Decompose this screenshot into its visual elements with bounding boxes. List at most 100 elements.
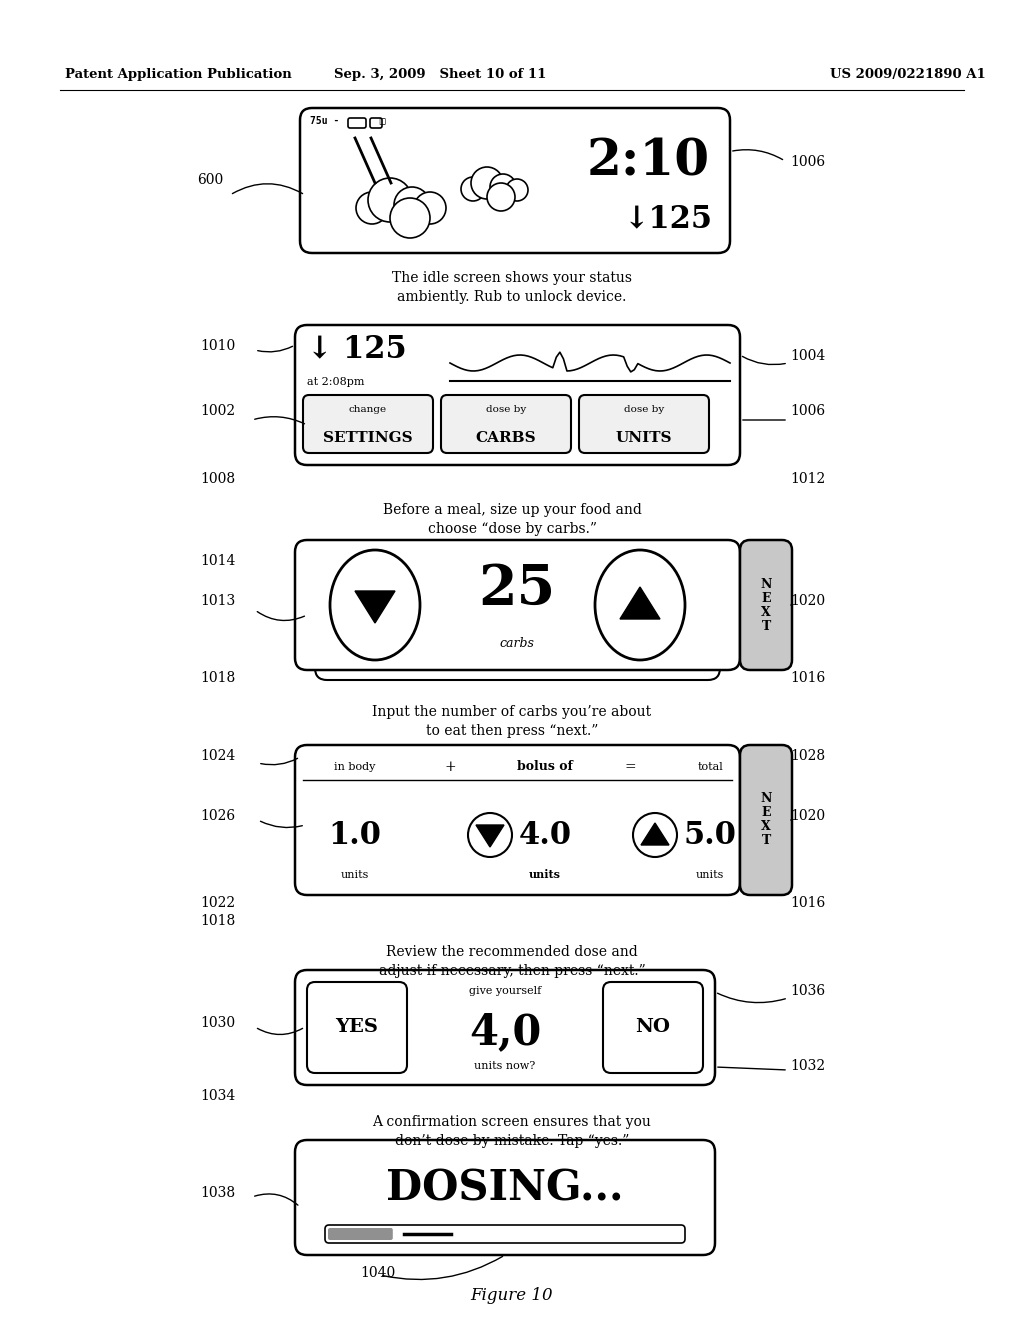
Text: 1030: 1030 (200, 1016, 236, 1030)
FancyBboxPatch shape (325, 1225, 685, 1243)
Polygon shape (641, 822, 669, 845)
Circle shape (394, 187, 430, 223)
Text: 1016: 1016 (790, 896, 825, 909)
Circle shape (461, 177, 485, 201)
Text: UNITS: UNITS (615, 432, 672, 445)
Text: bolus of: bolus of (517, 760, 573, 774)
Text: carbs: carbs (500, 638, 535, 649)
Text: 75u -: 75u - (310, 116, 339, 125)
Text: dose by: dose by (485, 405, 526, 414)
Circle shape (471, 168, 503, 199)
Text: 1.0: 1.0 (329, 820, 381, 850)
FancyBboxPatch shape (295, 970, 715, 1085)
Text: 1022: 1022 (200, 896, 236, 909)
Text: change: change (349, 405, 387, 414)
Text: 1036: 1036 (790, 983, 825, 998)
Text: 1038: 1038 (200, 1185, 236, 1200)
Circle shape (490, 174, 516, 201)
Text: dose by: dose by (624, 405, 665, 414)
Text: 4,0: 4,0 (469, 1011, 542, 1053)
Text: 5.0: 5.0 (684, 820, 736, 850)
Text: 1020: 1020 (790, 809, 825, 822)
FancyBboxPatch shape (300, 108, 730, 253)
Circle shape (487, 183, 515, 211)
Text: 1008: 1008 (200, 473, 236, 486)
Text: 1014: 1014 (200, 554, 236, 568)
Text: CARBS: CARBS (476, 432, 537, 445)
FancyBboxPatch shape (603, 982, 703, 1073)
Text: 2:10: 2:10 (587, 139, 710, 187)
Text: ↓ 125: ↓ 125 (307, 333, 407, 364)
Text: The idle screen shows your status
ambiently. Rub to unlock device.: The idle screen shows your status ambien… (392, 271, 632, 305)
Text: 1002: 1002 (200, 404, 236, 418)
Text: N
E
X
T: N E X T (760, 792, 772, 847)
Text: 1006: 1006 (790, 404, 825, 418)
Polygon shape (476, 825, 504, 847)
Text: YES: YES (336, 1018, 379, 1036)
Polygon shape (620, 587, 660, 619)
Text: units: units (529, 870, 561, 880)
Ellipse shape (330, 550, 420, 660)
Text: US 2009/0221890 A1: US 2009/0221890 A1 (830, 69, 986, 81)
Circle shape (506, 180, 528, 201)
Text: in body: in body (334, 762, 376, 772)
FancyBboxPatch shape (295, 744, 740, 895)
Text: units now?: units now? (474, 1061, 536, 1071)
Text: 600: 600 (197, 173, 223, 187)
FancyBboxPatch shape (328, 1228, 393, 1239)
Text: 1040: 1040 (360, 1266, 395, 1280)
Text: +: + (444, 760, 456, 774)
FancyBboxPatch shape (370, 117, 382, 128)
FancyBboxPatch shape (315, 655, 720, 680)
Text: Figure 10: Figure 10 (471, 1287, 553, 1304)
Text: NO: NO (636, 1018, 671, 1036)
Text: 1004: 1004 (790, 348, 825, 363)
Circle shape (356, 191, 388, 224)
FancyBboxPatch shape (348, 117, 366, 128)
Text: A confirmation screen ensures that you
don’t dose by mistake. Tap “yes.”: A confirmation screen ensures that you d… (373, 1115, 651, 1148)
Text: units: units (341, 870, 370, 880)
Text: 1034: 1034 (200, 1089, 236, 1104)
Text: □: □ (368, 116, 386, 125)
Ellipse shape (595, 550, 685, 660)
Circle shape (368, 178, 412, 222)
Text: at 2:08pm: at 2:08pm (307, 378, 365, 387)
Text: 1012: 1012 (790, 473, 825, 486)
Text: Review the recommended dose and
adjust if necessary, then press “next.”: Review the recommended dose and adjust i… (379, 945, 645, 978)
Text: 1013: 1013 (200, 594, 236, 609)
Text: 1028: 1028 (790, 748, 825, 763)
Circle shape (390, 198, 430, 238)
Circle shape (414, 191, 446, 224)
Text: 25: 25 (478, 562, 556, 616)
Text: units: units (696, 870, 724, 880)
Text: =: = (625, 760, 636, 774)
Text: ↓125: ↓125 (623, 203, 712, 234)
Text: Patent Application Publication: Patent Application Publication (65, 69, 292, 81)
Text: DOSING...: DOSING... (386, 1167, 624, 1209)
Circle shape (633, 813, 677, 857)
Text: Before a meal, size up your food and
choose “dose by carbs.”: Before a meal, size up your food and cho… (383, 503, 641, 536)
FancyBboxPatch shape (740, 540, 792, 671)
Text: 1018: 1018 (200, 671, 236, 685)
FancyBboxPatch shape (295, 540, 740, 671)
FancyBboxPatch shape (740, 744, 792, 895)
FancyBboxPatch shape (307, 982, 407, 1073)
FancyBboxPatch shape (441, 395, 571, 453)
Text: 1016: 1016 (790, 671, 825, 685)
FancyBboxPatch shape (295, 325, 740, 465)
Circle shape (468, 813, 512, 857)
Text: 1020: 1020 (790, 594, 825, 609)
Text: N
E
X
T: N E X T (760, 578, 772, 632)
Polygon shape (355, 591, 395, 623)
Text: 1010: 1010 (200, 339, 236, 352)
Text: 1018: 1018 (200, 913, 236, 928)
Text: 1006: 1006 (790, 154, 825, 169)
Text: 1024: 1024 (200, 748, 236, 763)
Text: Sep. 3, 2009   Sheet 10 of 11: Sep. 3, 2009 Sheet 10 of 11 (334, 69, 546, 81)
Text: total: total (697, 762, 723, 772)
FancyBboxPatch shape (579, 395, 709, 453)
Text: SETTINGS: SETTINGS (324, 432, 413, 445)
Text: 1026: 1026 (200, 809, 236, 822)
FancyBboxPatch shape (303, 395, 433, 453)
Text: Input the number of carbs you’re about
to eat then press “next.”: Input the number of carbs you’re about t… (373, 705, 651, 738)
